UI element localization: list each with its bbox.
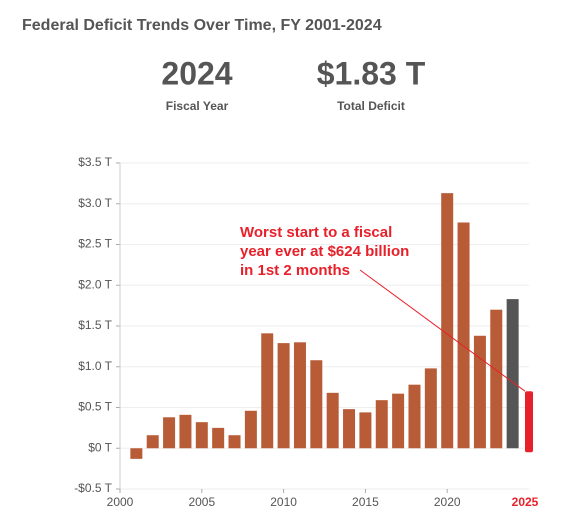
x-tick-label: 2010 <box>270 495 297 509</box>
bar <box>457 222 470 449</box>
bar <box>326 392 339 449</box>
y-tick-label: $3.0 T <box>78 196 112 210</box>
bar <box>506 299 519 449</box>
y-tick-label: $0.5 T <box>78 400 112 414</box>
bar <box>195 422 208 449</box>
bar <box>375 400 388 449</box>
y-tick-label: -$0.5 T <box>74 481 112 495</box>
bar <box>424 368 437 449</box>
bar <box>359 412 372 449</box>
bar <box>130 448 143 459</box>
x-tick-label: 2000 <box>107 495 134 509</box>
bar <box>244 410 257 449</box>
chart-title: Federal Deficit Trends Over Time, FY 200… <box>22 17 382 34</box>
bar <box>408 384 421 449</box>
bar <box>146 435 159 449</box>
stat-label: Total Deficit <box>337 99 405 113</box>
annotation-text: Worst start to a fiscal <box>240 224 392 241</box>
bar <box>310 360 323 449</box>
bar <box>392 393 405 449</box>
x-tick-label: 2020 <box>434 495 461 509</box>
bar <box>277 343 290 449</box>
bar <box>228 435 241 449</box>
bar <box>179 414 192 449</box>
y-tick-label: $1.0 T <box>78 359 112 373</box>
annotation-x-label: 2025 <box>512 495 539 509</box>
annotation-text: in 1st 2 months <box>240 262 350 279</box>
annotation-text: year ever at $624 billion <box>240 243 409 260</box>
bar <box>473 335 486 449</box>
bar <box>441 193 454 449</box>
bar <box>261 333 274 449</box>
y-tick-label: $2.5 T <box>78 237 112 251</box>
stat-value: $1.83 T <box>317 55 426 91</box>
annotation-bar <box>525 391 533 453</box>
bar <box>163 417 176 449</box>
annotation-line <box>359 269 526 392</box>
bar <box>293 342 306 449</box>
stat-value: 2024 <box>161 55 232 91</box>
bar <box>343 409 356 449</box>
y-tick-label: $2.0 T <box>78 277 112 291</box>
bar <box>490 309 503 449</box>
y-tick-label: $1.5 T <box>78 318 112 332</box>
y-tick-label: $3.5 T <box>78 155 112 169</box>
stat-label: Fiscal Year <box>166 99 229 113</box>
x-tick-label: 2015 <box>352 495 379 509</box>
bar <box>212 427 225 449</box>
y-tick-label: $0 T <box>88 440 112 454</box>
x-tick-label: 2005 <box>188 495 215 509</box>
